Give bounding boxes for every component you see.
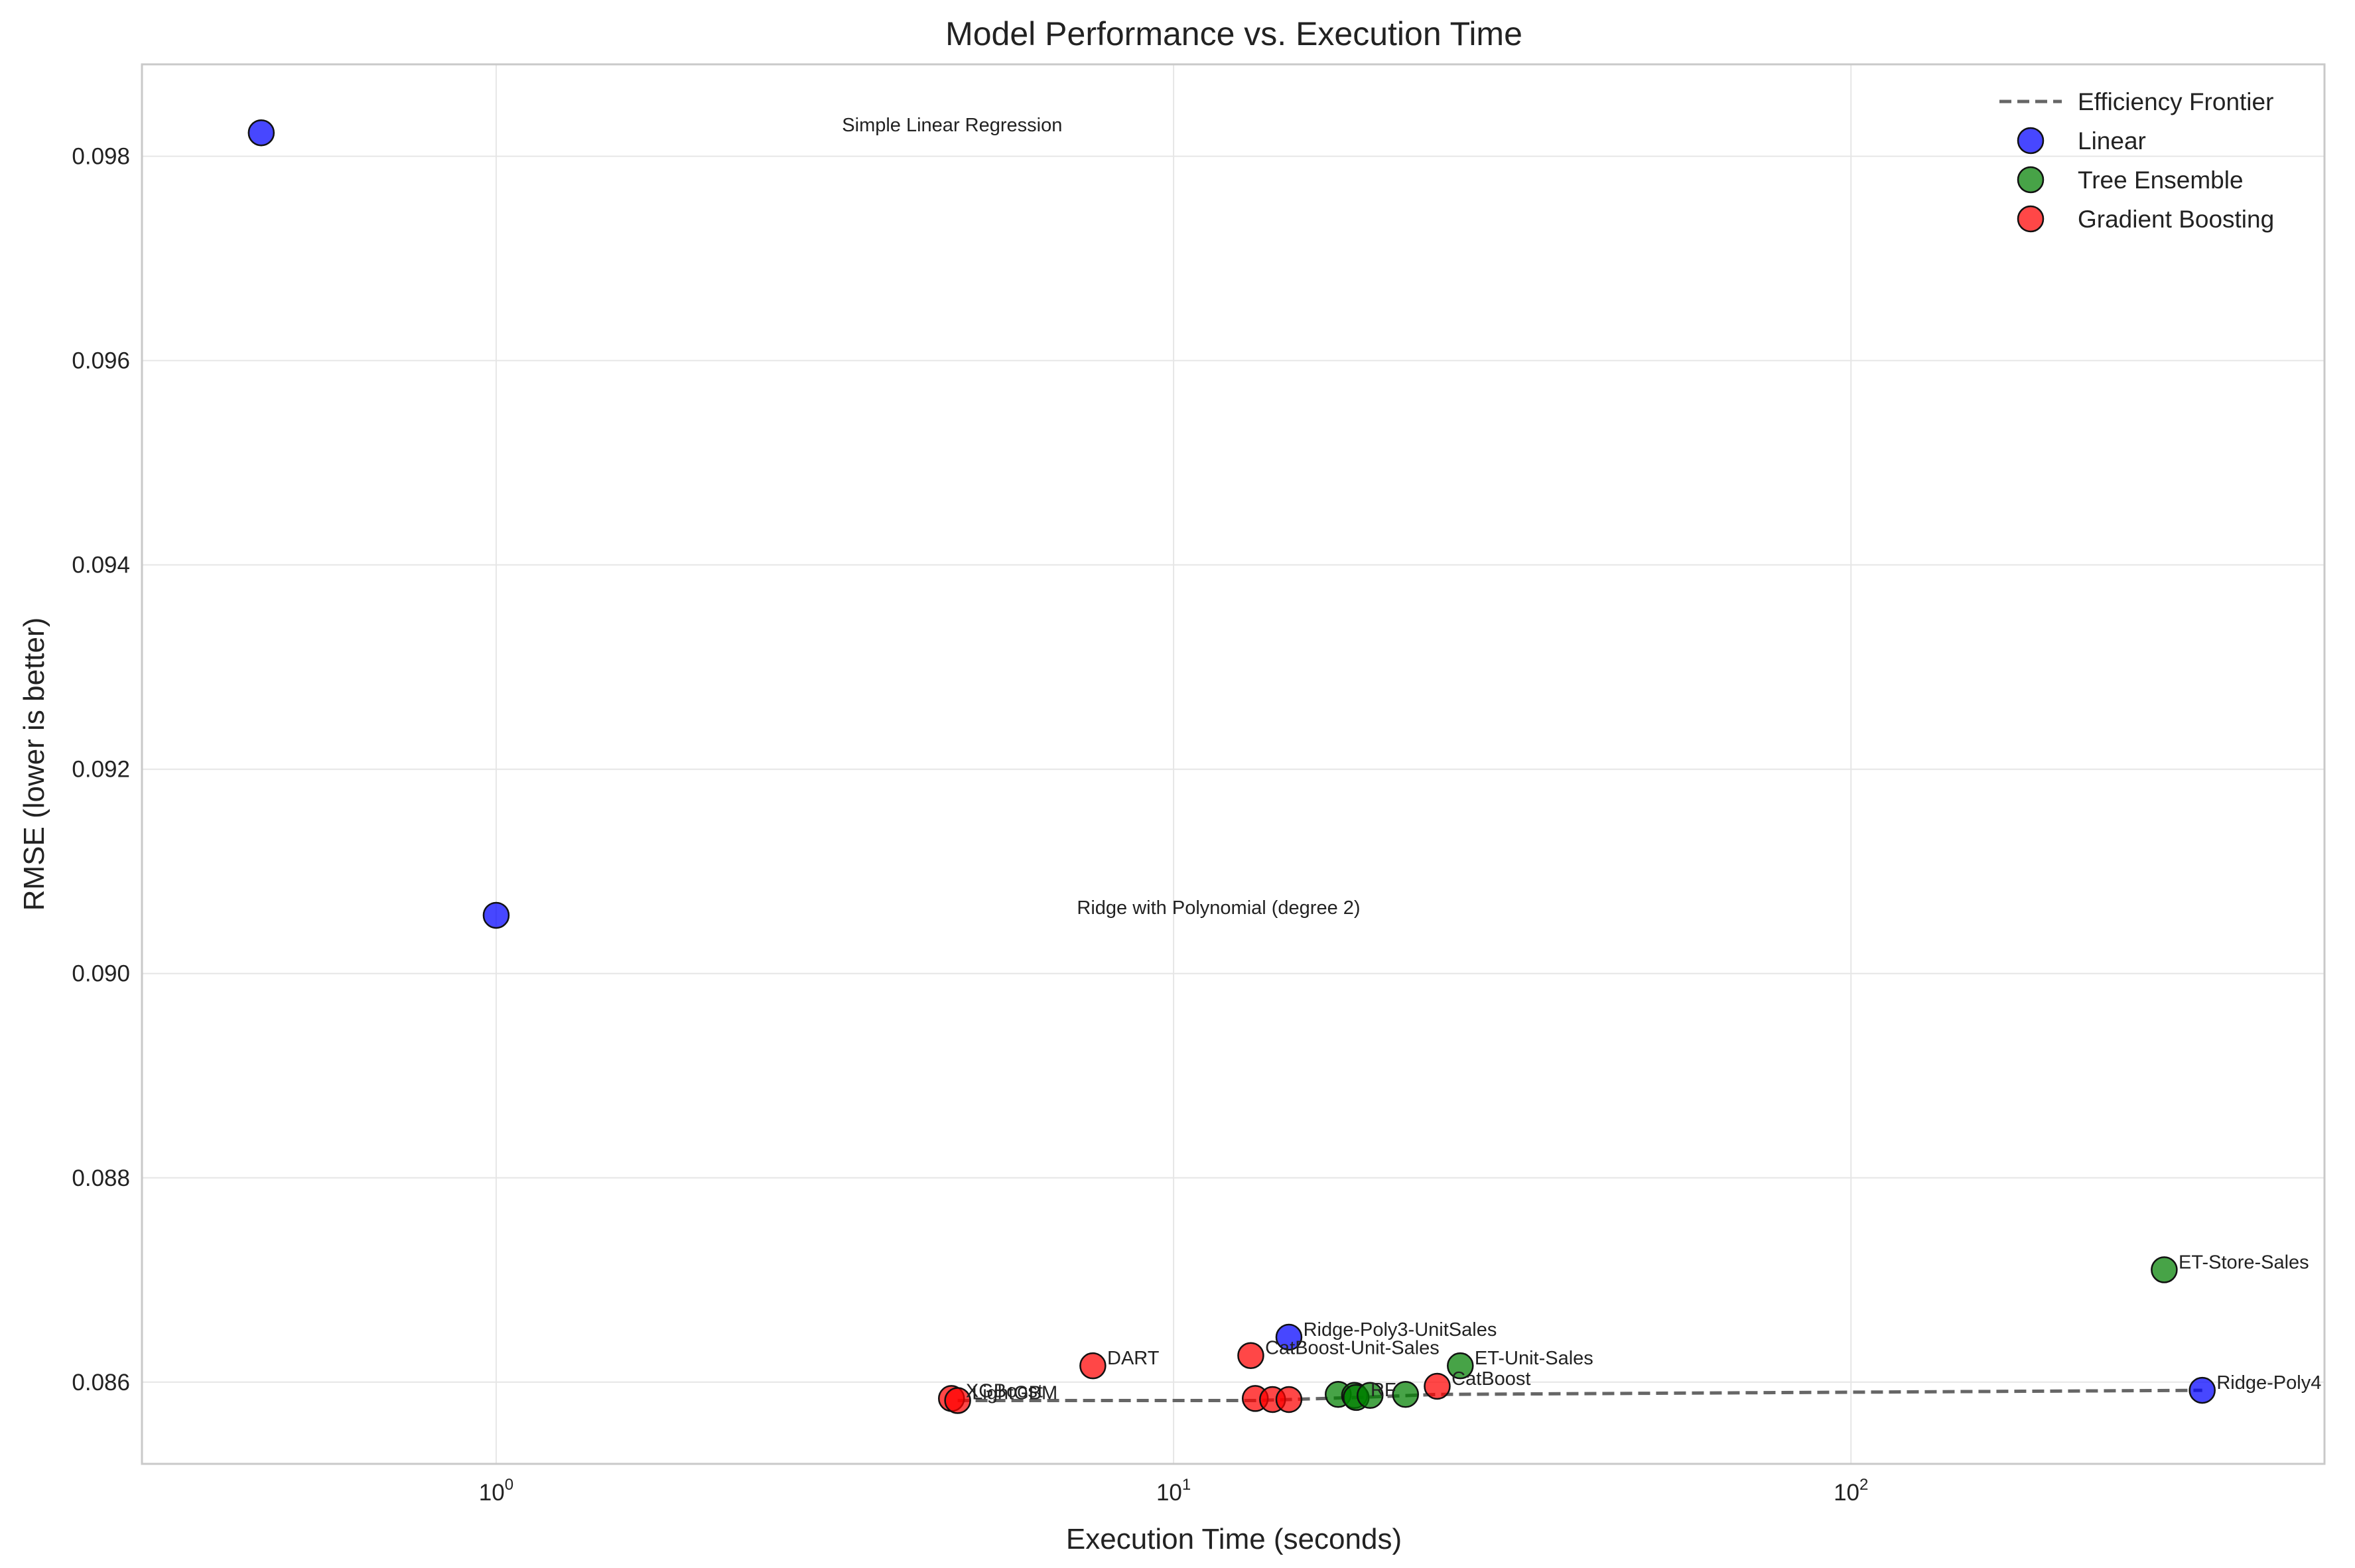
y-tick-label: 0.096 (72, 348, 130, 374)
point-label: Ridge-Poly4 (2216, 1372, 2321, 1394)
x-tick-label: 102 (1834, 1476, 1868, 1506)
point-annotations: Simple Linear Regression Ridge with Polyn… (842, 115, 2321, 1404)
x-tick-label: 100 (479, 1476, 513, 1506)
y-tick-label: 0.090 (72, 961, 130, 987)
point-linear (247, 119, 275, 147)
point-label: XGBoost (966, 1380, 1043, 1402)
y-tick-label: 0.092 (72, 757, 130, 783)
point-label: CatBoost-Unit-Sales (1265, 1338, 1440, 1359)
legend-entry-label: Linear (2078, 127, 2146, 155)
point-gradient-boosting (944, 1387, 971, 1414)
x-tick-label: 101 (1156, 1476, 1191, 1506)
plot-frame (141, 63, 2326, 1465)
point-gradient-boosting (1237, 1342, 1264, 1369)
y-tick-label: 0.088 (72, 1165, 130, 1191)
point-linear (482, 901, 510, 929)
point-label: CatBoost (1451, 1368, 1530, 1390)
point-gradient-boosting (1424, 1372, 1451, 1400)
y-tick-label: 0.086 (72, 1370, 130, 1396)
point-tree-ensemble (1447, 1352, 1474, 1380)
point-label: RF (1371, 1380, 1396, 1401)
legend-marker-swatch (2017, 166, 2045, 194)
x-axis-ticks: 100 101 102 (479, 1476, 1869, 1506)
x-axis-label: Execution Time (seconds) (1066, 1523, 1402, 1555)
chart-title: Model Performance vs. Execution Time (945, 15, 1522, 52)
point-label: DART (1107, 1348, 1160, 1369)
y-tick-label: 0.094 (72, 553, 130, 578)
frontier-line (957, 1388, 2202, 1402)
point-label: ET-Unit-Sales (1475, 1348, 1593, 1369)
point-label: LightGBM (972, 1383, 1057, 1404)
y-tick-label: 0.098 (72, 144, 130, 170)
legend-entry-label: Efficiency Frontier (2078, 88, 2273, 115)
point-linear (2188, 1376, 2216, 1404)
point-gradient-boosting (1079, 1352, 1107, 1380)
legend-entry-label: Gradient Boosting (2078, 206, 2274, 233)
y-axis-label: RMSE (lower is better) (18, 618, 50, 911)
grid-lines (142, 64, 2324, 1464)
chart-legend: Efficiency Frontier Linear Tree Ensemble Gr… (1999, 88, 2274, 233)
point-label: ET-Store-Sales (2179, 1252, 2309, 1273)
point-label: Ridge-Poly3-UnitSales (1304, 1319, 1497, 1340)
point-tree-ensemble (1392, 1381, 1420, 1408)
point-label: Simple Linear Regression (842, 115, 1062, 136)
point-gradient-boosting (1275, 1386, 1303, 1413)
point-tree-ensemble (2151, 1256, 2178, 1283)
point-tree-ensemble (1357, 1382, 1384, 1409)
point-linear (1275, 1323, 1303, 1351)
efficiency-frontier (957, 1388, 2202, 1402)
legend-marker-swatch (2017, 205, 2045, 233)
data-points (247, 119, 2216, 1414)
y-axis-ticks: 0.086 0.088 0.090 0.092 0.094 0.096 0.098 (72, 144, 130, 1396)
point-label: Ridge with Polynomial (degree 2) (1077, 897, 1360, 919)
legend-entry-label: Tree Ensemble (2078, 166, 2244, 194)
legend-marker-swatch (2017, 127, 2045, 155)
